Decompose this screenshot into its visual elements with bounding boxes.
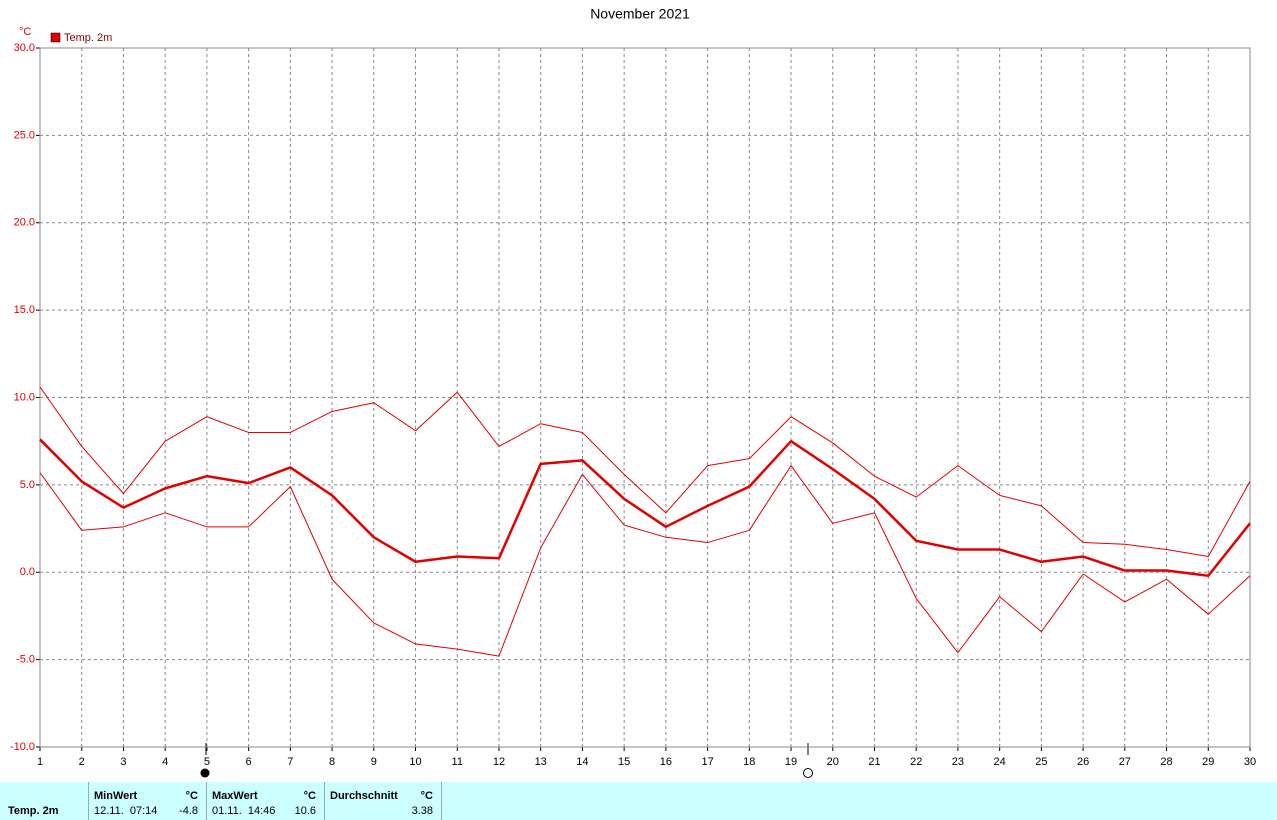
value: -4.8 <box>179 805 198 817</box>
x-tick-label: 5 <box>204 756 210 768</box>
y-tick-label: 5.0 <box>20 479 35 491</box>
unit-label: °C <box>19 26 31 38</box>
x-tick-label: 2 <box>79 756 85 768</box>
max-cell: MaxWert °C 01.11. 14:46 10.6 <box>207 782 325 820</box>
avg-cell: Durchschnitt °C 3.38 <box>325 782 442 820</box>
line-series <box>39 465 1251 657</box>
x-tick-label: 23 <box>952 756 964 768</box>
full-moon-icon <box>803 768 813 778</box>
plot-frame <box>39 47 1251 748</box>
summary-table: Temp. 2m MinWert °C 12.11. 07:14 -4.8 Ma… <box>0 782 1277 820</box>
time: 12.11. 07:14 <box>94 805 158 817</box>
min-cell: MinWert °C 12.11. 07:14 -4.8 <box>89 782 207 820</box>
x-tick-label: 29 <box>1202 756 1214 768</box>
x-tick-label: 25 <box>1035 756 1047 768</box>
x-tick-label: 6 <box>246 756 252 768</box>
x-tick-label: 8 <box>329 756 335 768</box>
value: 3.38 <box>411 805 433 817</box>
y-tick-label: -10.0 <box>10 741 35 753</box>
x-tick-label: 10 <box>409 756 421 768</box>
column-unit: °C <box>420 790 433 802</box>
y-tick-label: 0.0 <box>20 566 35 578</box>
x-tick-label: 15 <box>618 756 630 768</box>
y-tick-label: 10.0 <box>14 391 35 403</box>
y-tick-label: 15.0 <box>14 304 35 316</box>
row-label-cell: Temp. 2m <box>0 782 89 820</box>
value: 10.6 <box>294 805 316 817</box>
row-label: Temp. 2m <box>8 805 59 817</box>
legend-swatch <box>50 32 61 43</box>
new-moon-icon <box>200 768 210 778</box>
y-tick-label: 30.0 <box>14 42 35 54</box>
x-tick-label: 22 <box>910 756 922 768</box>
x-tick-label: 27 <box>1119 756 1131 768</box>
time: 01.11. 14:46 <box>212 805 276 817</box>
x-tick-label: 24 <box>994 756 1006 768</box>
y-tick-label: 25.0 <box>14 129 35 141</box>
line-series <box>39 438 1251 577</box>
x-tick-label: 26 <box>1077 756 1089 768</box>
x-tick-label: 17 <box>701 756 713 768</box>
x-tick-label: 9 <box>371 756 377 768</box>
column-unit: °C <box>185 790 198 802</box>
chart: November 2021 °C -10.0 -5.0 0.0 5.0 10.0 15.0… <box>10 6 1256 778</box>
x-tick-label: 1 <box>37 756 43 768</box>
x-tick-label: 21 <box>868 756 880 768</box>
x-tick-label: 12 <box>493 756 505 768</box>
x-tick-label: 7 <box>287 756 293 768</box>
line-series <box>39 386 1251 558</box>
y-tick-label: -5.0 <box>16 654 35 666</box>
x-tick-label: 30 <box>1244 756 1256 768</box>
x-tick-label: 16 <box>660 756 672 768</box>
x-tick-label: 13 <box>535 756 547 768</box>
column-header: MinWert <box>94 790 138 802</box>
x-tick-label: 4 <box>162 756 168 768</box>
x-tick-label: 28 <box>1160 756 1172 768</box>
x-tick-label: 14 <box>576 756 588 768</box>
x-tick-label: 19 <box>785 756 797 768</box>
y-tick-label: 20.0 <box>14 217 35 229</box>
column-header: MaxWert <box>212 790 258 802</box>
x-tick-label: 3 <box>120 756 126 768</box>
legend-label: Temp. 2m <box>64 32 112 44</box>
chart-title: November 2021 <box>590 6 690 22</box>
x-tick-label: 20 <box>827 756 839 768</box>
x-tick-label: 11 <box>452 756 463 768</box>
column-unit: °C <box>303 790 316 802</box>
x-tick-label: 18 <box>743 756 755 768</box>
column-header: Durchschnitt <box>330 790 398 802</box>
